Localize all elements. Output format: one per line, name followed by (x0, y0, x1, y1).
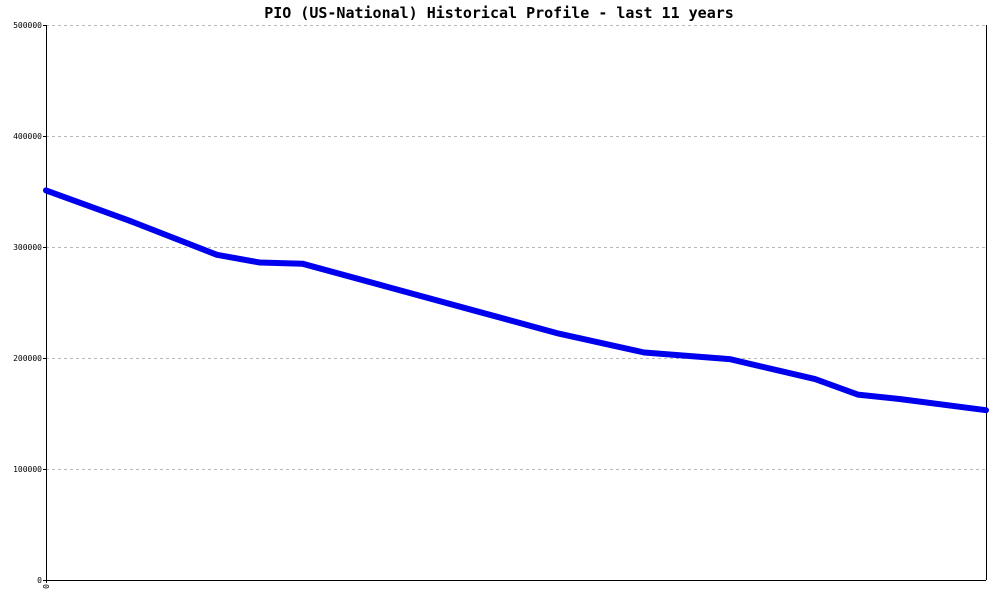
y-axis-ticks: 0 100000 200000 300000 400000 500000 (13, 21, 46, 585)
y-tick-label-3: 300000 (13, 243, 42, 252)
y-tick-label-1: 100000 (13, 465, 42, 474)
x-axis-ticks: 0 (42, 580, 51, 589)
axes (46, 25, 987, 581)
y-tick-label-0: 0 (37, 576, 42, 585)
x-tick-label-0: 0 (42, 584, 51, 589)
series-layer (43, 187, 989, 414)
grid-lines (46, 25, 986, 470)
y-tick-label-5: 500000 (13, 21, 42, 30)
y-tick-label-4: 400000 (13, 132, 42, 141)
series-line-0 (43, 187, 989, 414)
chart-title: PIO (US-National) Historical Profile - l… (264, 4, 734, 22)
y-tick-label-2: 200000 (13, 354, 42, 363)
